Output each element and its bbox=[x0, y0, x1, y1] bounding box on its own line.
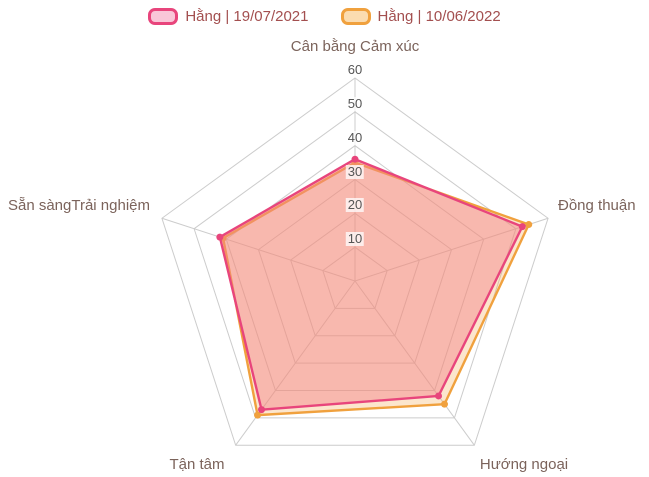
axis-label-bottom-left: Tận tâm bbox=[169, 456, 225, 473]
ring-label-20: 20 bbox=[345, 197, 365, 212]
axis-label-left: Sẵn sàngTrải nghiệm bbox=[7, 197, 150, 214]
ring-label-30: 30 bbox=[345, 164, 365, 179]
axis-label-right: Đồng thuận bbox=[558, 197, 636, 214]
ring-label-60: 60 bbox=[345, 62, 365, 77]
chart-legend: Hằng | 19/07/2021 Hằng | 10/06/2022 bbox=[0, 8, 649, 25]
legend-swatch-pink-icon bbox=[148, 8, 179, 25]
legend-label-series-2021: Hằng | 19/07/2021 bbox=[185, 8, 309, 25]
axis-label-bottom-right: Hướng ngoại bbox=[479, 456, 569, 473]
legend-swatch-orange-icon bbox=[340, 8, 371, 25]
ring-label-10: 10 bbox=[345, 231, 365, 246]
legend-item-series-2022[interactable]: Hằng | 10/06/2022 bbox=[340, 8, 501, 25]
ring-label-50: 50 bbox=[345, 96, 365, 111]
legend-label-series-2022: Hằng | 10/06/2022 bbox=[377, 8, 501, 25]
ring-label-40: 40 bbox=[345, 130, 365, 145]
legend-item-series-2021[interactable]: Hằng | 19/07/2021 bbox=[148, 8, 309, 25]
axis-label-top: Cân bằng Cảm xúc bbox=[290, 38, 420, 55]
